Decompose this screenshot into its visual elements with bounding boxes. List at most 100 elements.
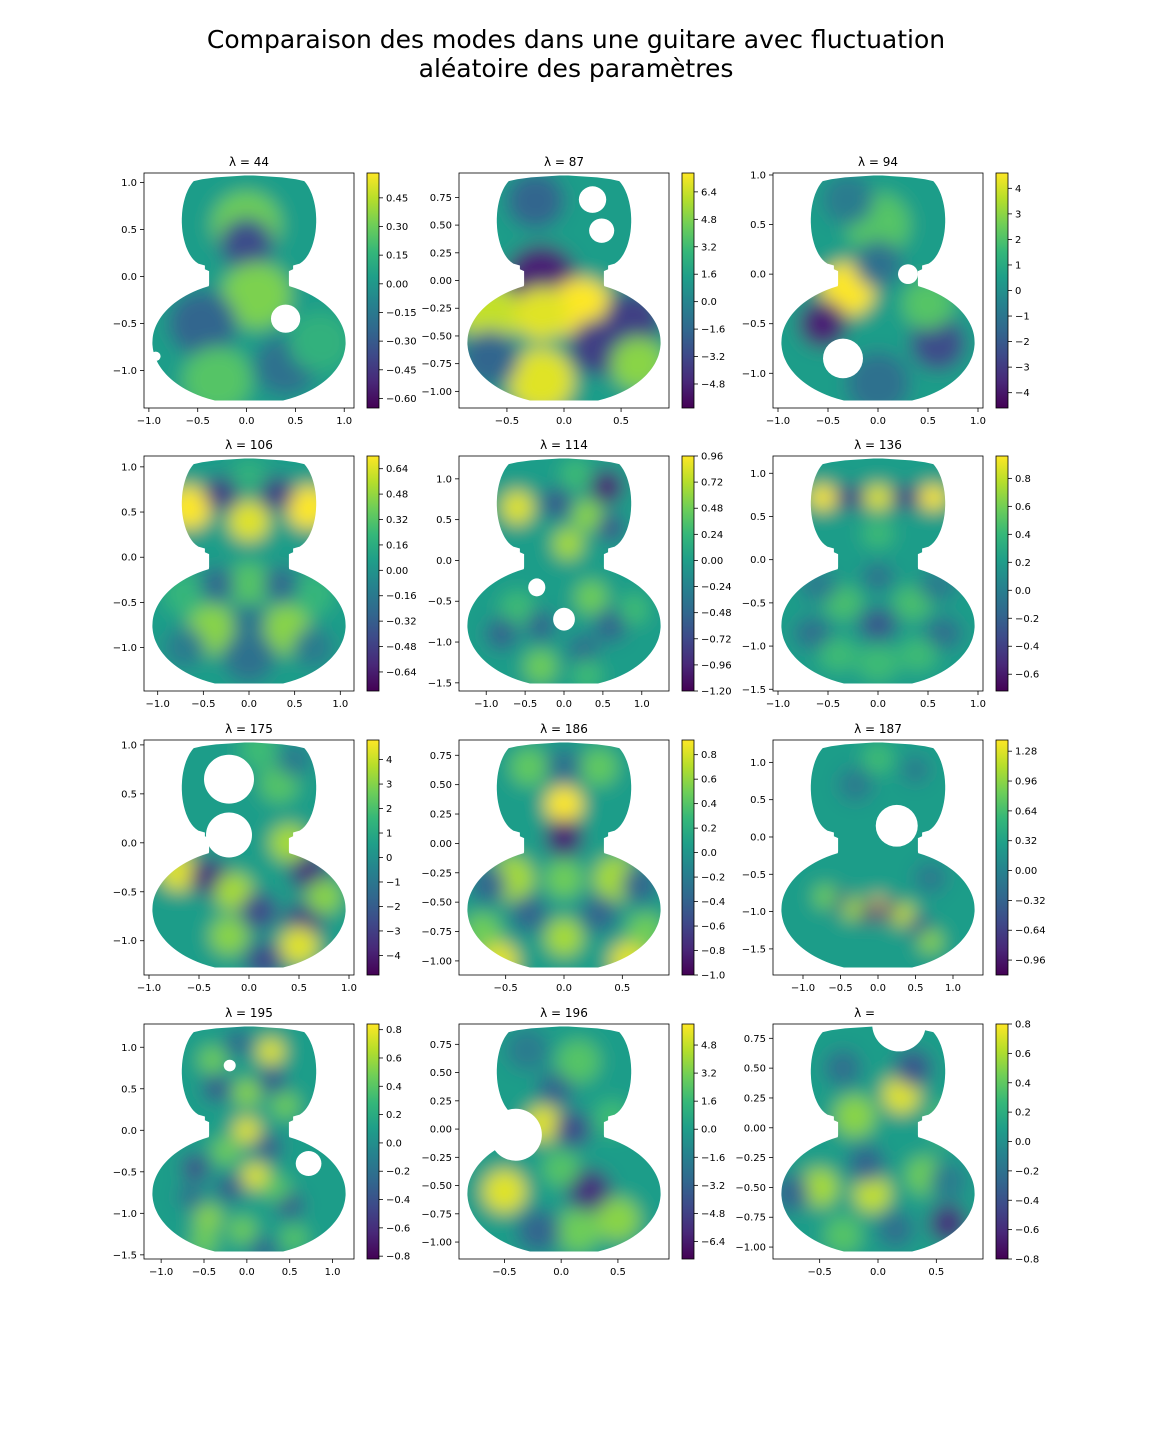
x-tick-label: 0.5: [614, 983, 630, 994]
colorbar-tick-label: −0.64: [1015, 926, 1046, 937]
x-tick-label: 1.0: [945, 983, 961, 994]
y-tick-label: −1.0: [742, 369, 766, 380]
x-tick-label: 0.5: [610, 1267, 626, 1278]
y-tick-label: −0.25: [735, 1153, 766, 1164]
mode-lobe: [918, 929, 943, 954]
x-tick-label: 0.0: [239, 1267, 255, 1278]
mode-lobe: [244, 941, 284, 968]
mode-lobe: [292, 627, 334, 668]
colorbar-tick-label: 0.96: [701, 452, 723, 463]
mode-lobe: [250, 1237, 278, 1252]
colorbar-tick-label: 0.8: [386, 1025, 402, 1036]
x-tick-label: 0.5: [928, 1267, 944, 1278]
colorbar-tick-label: 0.2: [386, 1110, 402, 1121]
mode-lobe: [291, 571, 335, 616]
mode-field: [781, 175, 975, 401]
colorbar-tick-label: −1: [1015, 312, 1030, 323]
colorbar-tick-label: 0.64: [1015, 806, 1037, 817]
y-tick-label: 0.5: [121, 789, 137, 800]
mode-lobe: [596, 513, 625, 543]
y-tick-label: −0.5: [742, 870, 766, 881]
y-tick-label: 0.0: [750, 270, 766, 281]
subplot-2: λ = 87−0.5 0.0 0.5−1.00−0.75−0.50−0.250.00…: [421, 155, 725, 427]
colorbar-tick-label: 0.4: [386, 1082, 402, 1093]
mode-lobe: [545, 818, 583, 857]
x-tick-label: −0.5: [186, 416, 210, 427]
mode-lobe: [923, 616, 963, 650]
y-tick-label: −1.5: [428, 678, 452, 689]
x-tick-label: 0.0: [556, 983, 572, 994]
hole: [489, 1108, 542, 1161]
colorbar-tick-label: 0.16: [386, 540, 408, 551]
y-tick-label: 0.5: [750, 795, 766, 806]
y-tick-label: −1.0: [428, 638, 452, 649]
mode-lobe: [164, 627, 206, 668]
x-tick-label: 0.5: [920, 416, 936, 427]
mode-lobe: [824, 1049, 862, 1088]
y-tick-label: 0.5: [121, 225, 137, 236]
x-tick-label: 0.5: [287, 699, 303, 710]
mode-lobe: [288, 312, 346, 373]
y-tick-label: −0.25: [421, 1153, 452, 1164]
mode-lobe: [501, 490, 534, 525]
mode-lobe: [257, 1038, 285, 1065]
mode-lobe: [271, 1092, 300, 1119]
y-tick-label: 0.50: [430, 780, 452, 791]
hole: [875, 804, 918, 847]
mode-lobe: [822, 175, 874, 226]
mode-lobe: [219, 217, 274, 270]
colorbar: [995, 455, 1009, 692]
mode-lobe: [228, 1216, 257, 1244]
colorbar-tick-label: −0.16: [386, 591, 417, 602]
colorbar-tick-label: 3: [386, 780, 392, 791]
subplot-1: λ = 44 −1.0 −0.5 0.0 0.5 1.0 −1.0 −0.5 0.0 0.5 1.0…: [113, 155, 417, 427]
mode-field: [467, 1026, 661, 1252]
mode-lobe: [575, 580, 608, 615]
colorbar-tick-label: 0.4: [701, 799, 717, 810]
x-tick-label: −0.5: [492, 1267, 516, 1278]
mode-lobe: [862, 519, 894, 548]
colorbar-tick-label: 0.0: [701, 1125, 717, 1136]
colorbar-tick-label: −2: [386, 902, 401, 913]
mode-lobe: [263, 566, 299, 602]
x-tick-label: −0.5: [192, 1267, 216, 1278]
colorbar-tick-label: 0.4: [1015, 530, 1031, 541]
colorbar-tick-label: 6.4: [701, 187, 717, 198]
colorbar-tick-label: 0.32: [1015, 836, 1037, 847]
y-tick-label: −0.25: [421, 304, 452, 315]
x-tick-label: 1.0: [336, 416, 352, 427]
colorbar-tick-label: 0.0: [1015, 1137, 1031, 1148]
mode-lobe: [799, 299, 847, 348]
subplot-title: λ = 114: [540, 438, 588, 452]
hole: [823, 338, 863, 379]
colorbar-tick-label: 0.48: [386, 490, 408, 501]
mode-lobe: [808, 485, 838, 510]
mode-lobe: [590, 470, 623, 504]
x-tick-label: −1.0: [766, 699, 790, 710]
x-tick-label: −1.0: [149, 1267, 173, 1278]
x-tick-label: −1.0: [137, 416, 161, 427]
y-tick-label: −1.00: [421, 387, 452, 398]
hole: [150, 351, 161, 361]
colorbar-tick-label: −0.6: [386, 1223, 410, 1234]
mode-lobe: [554, 1110, 591, 1148]
subplot-4: λ = 106 −1.0 −0.5 0.0 0.5 1.0 −1.0 −0.5 0.0 0.5 1.…: [113, 438, 417, 710]
mode-lobe: [524, 649, 557, 684]
y-tick-label: 1.0: [750, 758, 766, 769]
mode-lobe: [862, 563, 894, 591]
x-tick-label: 0.0: [239, 416, 255, 427]
colorbar: [995, 172, 1009, 409]
x-tick-label: −1.0: [137, 983, 161, 994]
y-tick-label: 0.75: [744, 1034, 766, 1045]
mode-lobe: [580, 748, 618, 786]
colorbar-tick-label: −0.4: [1015, 1196, 1039, 1207]
mode-lobe: [241, 1162, 270, 1190]
mode-lobe: [580, 895, 618, 933]
mode-lobe: [556, 1209, 600, 1252]
colorbar-tick-label: −3.2: [701, 1181, 725, 1192]
subplot-11: λ = 196 −0.5 0.0 0.5 −1.00 −0.75 −0.50 −0.25 0.0…: [421, 1006, 725, 1278]
mode-lobe: [168, 290, 237, 357]
colorbar-tick-label: 0.64: [386, 464, 408, 475]
mode-field: [152, 1026, 346, 1252]
mode-lobe: [482, 1169, 527, 1213]
